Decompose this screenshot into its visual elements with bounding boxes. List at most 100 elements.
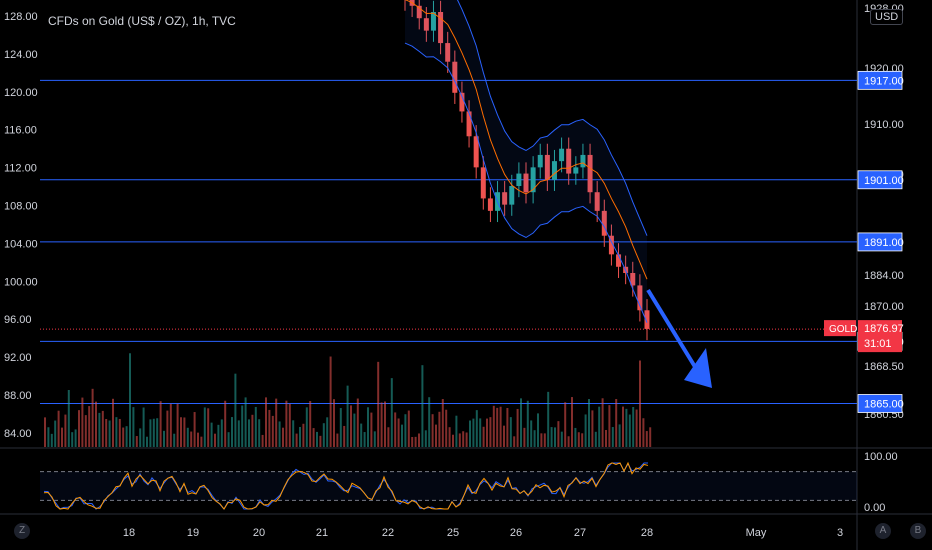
- volume-bar: [370, 412, 373, 447]
- volume-bar: [98, 412, 101, 447]
- volume-bar: [543, 433, 546, 447]
- left-axis-tick: 108.00: [4, 201, 38, 213]
- volume-bar: [469, 420, 471, 447]
- volume-bar: [343, 425, 346, 447]
- candle-body: [416, 5, 422, 19]
- volume-bar: [492, 405, 495, 447]
- volume-bar: [302, 423, 305, 447]
- volume-bar: [448, 427, 451, 447]
- volume-bar: [577, 432, 580, 447]
- candle-body: [580, 154, 586, 168]
- volume-bar: [350, 405, 352, 447]
- volume-bar: [489, 417, 492, 447]
- volume-bar: [486, 418, 488, 447]
- volume-bar: [132, 407, 135, 447]
- volume-bar: [176, 403, 179, 447]
- left-axis-tick: 116.00: [4, 125, 37, 137]
- candle-body: [459, 92, 465, 112]
- x-axis-tick: May: [746, 527, 767, 539]
- volume-bar: [506, 408, 509, 447]
- volume-bar: [292, 420, 295, 447]
- volume-bar: [414, 436, 417, 447]
- volume-bar: [118, 418, 121, 447]
- volume-bar: [435, 424, 437, 447]
- volume-bar: [380, 402, 383, 447]
- volume-bar: [71, 432, 74, 447]
- level-label: 1865.00: [864, 399, 904, 411]
- volume-bar: [193, 412, 196, 447]
- left-axis-tick: 84.00: [4, 428, 32, 440]
- annotation-arrow-head: [684, 348, 712, 388]
- volume-bar: [377, 361, 380, 447]
- volume-bar: [319, 435, 322, 447]
- volume-bar: [584, 414, 587, 447]
- bollinger-upper: [456, 0, 648, 236]
- volume-bar: [594, 431, 597, 447]
- symbol-tag: GOLD: [829, 324, 857, 335]
- volume-bar: [642, 418, 645, 447]
- candle-body: [544, 154, 550, 180]
- candle-body: [438, 12, 444, 44]
- log-scale-button[interactable]: B: [910, 523, 926, 539]
- volume-bar: [173, 433, 176, 447]
- left-axis-tick: 112.00: [4, 163, 37, 175]
- volume-bar: [336, 433, 339, 447]
- volume-bar: [530, 420, 533, 447]
- volume-bar: [455, 415, 458, 447]
- candle-body: [452, 61, 458, 93]
- volume-bar: [210, 422, 213, 447]
- volume-bar: [639, 360, 641, 447]
- left-axis-tick: 100.00: [4, 276, 38, 288]
- volume-bar: [44, 417, 46, 447]
- volume-bar: [622, 406, 624, 447]
- volume-bar: [625, 408, 628, 447]
- volume-bar: [288, 403, 291, 447]
- volume-bar: [509, 417, 512, 447]
- volume-bar: [275, 398, 278, 447]
- volume-bar: [183, 417, 186, 447]
- volume-bar: [523, 427, 526, 447]
- volume-bar: [499, 406, 502, 447]
- volume-bar: [520, 398, 522, 447]
- x-axis-tick: 18: [123, 527, 135, 539]
- candle-body: [601, 210, 607, 236]
- bar-countdown: 31:01: [864, 338, 892, 350]
- left-axis-tick: 104.00: [4, 238, 38, 250]
- volume-bar: [88, 406, 91, 447]
- volume-bar: [564, 402, 567, 447]
- candle-body: [537, 154, 543, 168]
- level-label-box: [857, 170, 903, 190]
- candle-body: [644, 310, 650, 329]
- price-tag-box: [858, 320, 902, 353]
- volume-bar: [78, 410, 80, 447]
- candle-body: [466, 111, 472, 137]
- volume-bar: [418, 433, 420, 447]
- candle-body: [480, 167, 486, 199]
- volume-bar: [322, 423, 325, 447]
- currency-button[interactable]: USD: [870, 9, 904, 25]
- x-axis-tick: 19: [187, 527, 199, 539]
- candle-body: [566, 148, 572, 174]
- volume-bar: [197, 432, 199, 447]
- volume-bar: [312, 428, 315, 447]
- x-axis-tick: 26: [510, 527, 522, 539]
- left-axis-tick: 120.00: [4, 87, 38, 99]
- volume-bar: [397, 418, 400, 447]
- volume-bar: [421, 365, 424, 447]
- volume-bar: [581, 433, 584, 447]
- chart-title: CFDs on Gold (US$ / OZ), 1h, TVC: [48, 14, 236, 28]
- volume-bar: [394, 412, 397, 447]
- volume-bar: [465, 432, 468, 447]
- volume-bar: [387, 427, 390, 447]
- volume-bar: [95, 401, 97, 447]
- volume-bar: [540, 433, 543, 447]
- auto-scale-button[interactable]: A: [875, 523, 891, 539]
- symbol-tag-box: [824, 320, 856, 337]
- volume-bar: [339, 408, 342, 447]
- volume-bar: [115, 417, 118, 447]
- volume-bar: [285, 400, 288, 447]
- volume-bar: [203, 407, 206, 447]
- timezone-button[interactable]: Z: [14, 523, 30, 539]
- left-axis-tick: 88.00: [4, 390, 32, 402]
